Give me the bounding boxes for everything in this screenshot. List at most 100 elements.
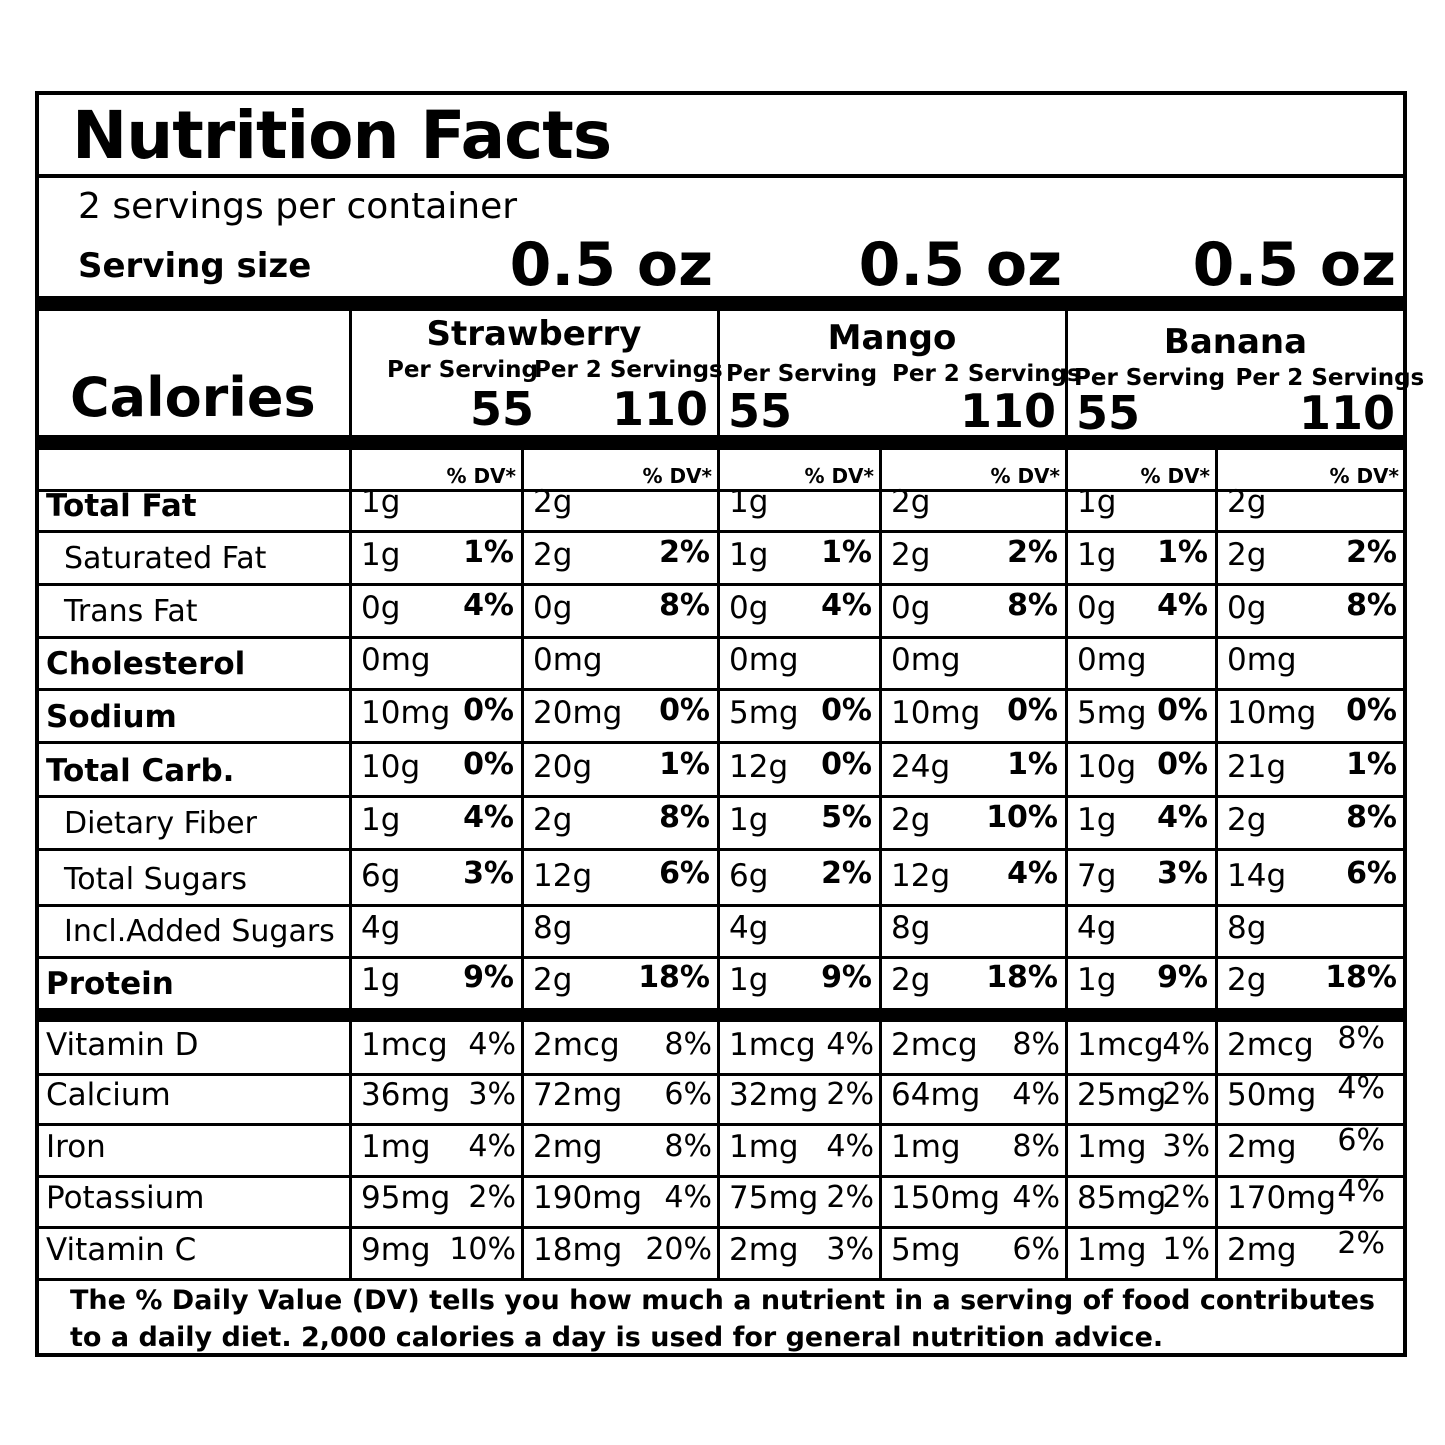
daily-value: 8% bbox=[1337, 1021, 1385, 1056]
amount: 2g bbox=[891, 962, 931, 998]
amount: 1mg bbox=[891, 1129, 961, 1165]
amount: 9mg bbox=[361, 1232, 431, 1268]
amount: 20g bbox=[533, 749, 593, 785]
nutrient-name: Protein bbox=[46, 966, 174, 1002]
amount: 5mg bbox=[1077, 695, 1147, 731]
vitamin-name: Vitamin C bbox=[46, 1232, 197, 1268]
daily-value: 8% bbox=[1012, 1027, 1060, 1062]
amount: 0mg bbox=[729, 642, 799, 678]
daily-value: 1% bbox=[821, 535, 872, 570]
daily-value: 10% bbox=[449, 1232, 516, 1267]
rule bbox=[35, 848, 1405, 851]
daily-value: 1% bbox=[1157, 535, 1208, 570]
amount: 1mcg bbox=[361, 1027, 448, 1063]
amount: 2g bbox=[1227, 962, 1267, 998]
daily-value: 0% bbox=[463, 747, 514, 782]
rule bbox=[35, 904, 1405, 907]
rule bbox=[1215, 450, 1218, 1280]
daily-value: 2% bbox=[468, 1180, 516, 1215]
daily-value: 4% bbox=[1012, 1180, 1060, 1215]
amount: 0g bbox=[1227, 590, 1267, 626]
amount: 1mcg bbox=[729, 1027, 816, 1063]
amount: 0g bbox=[1077, 590, 1117, 626]
amount: 1mg bbox=[729, 1129, 799, 1165]
rule bbox=[717, 450, 720, 1280]
amount: 190mg bbox=[533, 1180, 643, 1216]
daily-value: 4% bbox=[468, 1129, 516, 1164]
nutrient-name: Trans Fat bbox=[64, 594, 198, 629]
nutrient-name: Total Fat bbox=[46, 488, 197, 524]
per-serving-label: Per Serving bbox=[1074, 365, 1226, 391]
daily-value: 2% bbox=[1007, 535, 1058, 570]
daily-value: 10% bbox=[986, 800, 1058, 835]
amount: 1g bbox=[729, 802, 769, 838]
amount: 2g bbox=[533, 537, 573, 573]
amount: 2mcg bbox=[533, 1027, 620, 1063]
amount: 2mg bbox=[729, 1232, 799, 1268]
daily-value: 4% bbox=[826, 1027, 874, 1062]
rule bbox=[35, 1123, 1405, 1126]
amount: 95mg bbox=[361, 1180, 451, 1216]
daily-value: 2% bbox=[821, 856, 872, 891]
daily-value: 9% bbox=[1157, 960, 1208, 995]
serving-size: 0.5 oz bbox=[858, 230, 1062, 300]
daily-value: 4% bbox=[1157, 588, 1208, 623]
amount: 1g bbox=[361, 537, 401, 573]
rule bbox=[879, 450, 882, 1280]
amount: 10g bbox=[361, 749, 421, 785]
rule bbox=[521, 450, 524, 1280]
daily-value: 0% bbox=[659, 693, 710, 728]
daily-value: 6% bbox=[659, 856, 710, 891]
daily-value: 2% bbox=[659, 535, 710, 570]
rule bbox=[35, 1073, 1405, 1076]
calories-per-2-servings: 110 bbox=[959, 384, 1056, 438]
amount: 12g bbox=[729, 749, 789, 785]
daily-value: 1% bbox=[1007, 747, 1058, 782]
amount: 6g bbox=[729, 858, 769, 894]
per-2-servings-label: Per 2 Servings bbox=[534, 357, 723, 383]
calories-label: Calories bbox=[70, 366, 316, 429]
daily-value: 4% bbox=[664, 1180, 712, 1215]
daily-value: 3% bbox=[1162, 1129, 1210, 1164]
rule bbox=[35, 956, 1405, 959]
calories-per-serving: 55 bbox=[728, 384, 793, 438]
daily-value: 8% bbox=[659, 588, 710, 623]
calories-per-serving: 55 bbox=[469, 382, 534, 436]
amount: 0g bbox=[361, 590, 401, 626]
amount: 1g bbox=[729, 484, 769, 520]
amount: 8g bbox=[891, 910, 931, 946]
amount: 8g bbox=[1227, 910, 1267, 946]
amount: 0mg bbox=[361, 642, 431, 678]
amount: 10mg bbox=[361, 695, 451, 731]
rule bbox=[349, 311, 352, 436]
serving-size-label: Serving size bbox=[78, 246, 312, 286]
daily-value: 6% bbox=[1346, 856, 1397, 891]
rule bbox=[35, 1278, 1405, 1281]
amount: 1g bbox=[1077, 484, 1117, 520]
amount: 2g bbox=[1227, 802, 1267, 838]
amount: 0g bbox=[891, 590, 931, 626]
amount: 4g bbox=[1077, 910, 1117, 946]
title: Nutrition Facts bbox=[72, 97, 612, 174]
amount: 2g bbox=[891, 537, 931, 573]
daily-value: 20% bbox=[645, 1232, 712, 1267]
rule bbox=[35, 435, 1405, 450]
amount: 1g bbox=[1077, 962, 1117, 998]
amount: 18mg bbox=[533, 1232, 623, 1268]
amount: 1mg bbox=[1077, 1129, 1147, 1165]
amount: 72mg bbox=[533, 1077, 623, 1113]
product-name: Mango bbox=[827, 318, 957, 358]
amount: 6g bbox=[361, 858, 401, 894]
amount: 5mg bbox=[729, 695, 799, 731]
amount: 7g bbox=[1077, 858, 1117, 894]
daily-value: 4% bbox=[1007, 856, 1058, 891]
vitamin-name: Potassium bbox=[46, 1180, 205, 1216]
amount: 14g bbox=[1227, 858, 1287, 894]
amount: 4g bbox=[729, 910, 769, 946]
dv-header: % DV* bbox=[446, 464, 516, 488]
daily-value: 1% bbox=[1162, 1232, 1210, 1267]
amount: 1g bbox=[729, 537, 769, 573]
rule bbox=[35, 741, 1405, 744]
daily-value: 4% bbox=[1012, 1077, 1060, 1112]
